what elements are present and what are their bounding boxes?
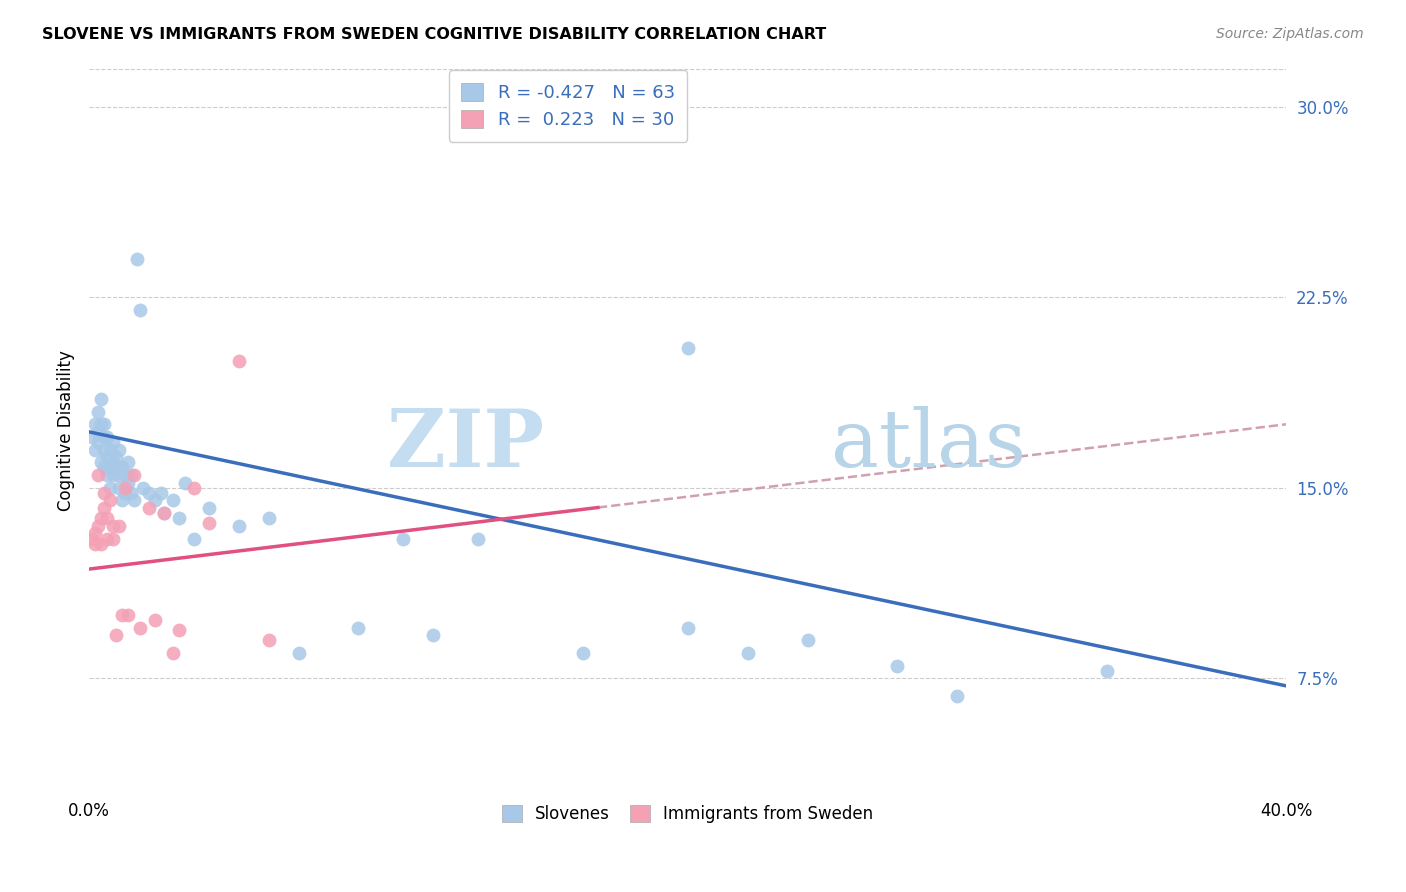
Point xyxy=(129,302,152,317)
Point xyxy=(90,511,112,525)
Point xyxy=(1095,664,1118,678)
Point xyxy=(422,628,444,642)
Point xyxy=(117,455,139,469)
Point xyxy=(101,468,124,483)
Point xyxy=(117,475,139,490)
Point xyxy=(167,623,190,637)
Point xyxy=(108,519,131,533)
Point xyxy=(676,341,699,355)
Point xyxy=(98,493,121,508)
Point xyxy=(101,532,124,546)
Point xyxy=(946,689,969,703)
Point xyxy=(796,633,818,648)
Point xyxy=(90,392,112,406)
Point xyxy=(87,425,110,439)
Point xyxy=(153,506,176,520)
Point xyxy=(347,620,370,634)
Point xyxy=(467,532,489,546)
Point xyxy=(117,607,139,622)
Point xyxy=(108,481,131,495)
Point xyxy=(122,468,145,483)
Point xyxy=(80,430,103,444)
Point xyxy=(149,486,172,500)
Point xyxy=(572,646,595,660)
Point xyxy=(114,486,136,500)
Point xyxy=(129,620,152,634)
Legend: Slovenes, Immigrants from Sweden: Slovenes, Immigrants from Sweden xyxy=(491,794,886,835)
Point xyxy=(105,628,128,642)
Point xyxy=(122,493,145,508)
Point xyxy=(105,460,128,475)
Point xyxy=(96,430,118,444)
Point xyxy=(96,511,118,525)
Point xyxy=(101,519,124,533)
Point xyxy=(183,532,205,546)
Point xyxy=(198,501,221,516)
Point xyxy=(93,417,115,432)
Point xyxy=(111,460,134,475)
Point xyxy=(167,511,190,525)
Point xyxy=(84,526,107,541)
Point xyxy=(120,486,142,500)
Point xyxy=(737,646,759,660)
Point xyxy=(90,536,112,550)
Point xyxy=(173,475,195,490)
Point xyxy=(80,532,103,546)
Point xyxy=(93,486,115,500)
Point xyxy=(162,493,184,508)
Y-axis label: Cognitive Disability: Cognitive Disability xyxy=(58,351,75,511)
Point xyxy=(886,658,908,673)
Point xyxy=(96,450,118,465)
Point xyxy=(90,455,112,469)
Point xyxy=(93,460,115,475)
Point xyxy=(108,442,131,457)
Point xyxy=(101,455,124,469)
Point xyxy=(162,646,184,660)
Point xyxy=(183,481,205,495)
Point xyxy=(392,532,415,546)
Text: SLOVENE VS IMMIGRANTS FROM SWEDEN COGNITIVE DISABILITY CORRELATION CHART: SLOVENE VS IMMIGRANTS FROM SWEDEN COGNIT… xyxy=(42,27,827,42)
Point xyxy=(111,493,134,508)
Point xyxy=(96,468,118,483)
Point xyxy=(120,468,142,483)
Point xyxy=(125,252,148,266)
Text: ZIP: ZIP xyxy=(387,406,544,484)
Point xyxy=(90,417,112,432)
Point xyxy=(143,613,166,627)
Point xyxy=(138,486,160,500)
Point xyxy=(257,633,280,648)
Point xyxy=(138,501,160,516)
Point xyxy=(87,519,110,533)
Point xyxy=(93,501,115,516)
Point xyxy=(98,442,121,457)
Point xyxy=(87,435,110,450)
Point xyxy=(96,532,118,546)
Text: atlas: atlas xyxy=(831,406,1026,484)
Point xyxy=(98,481,121,495)
Point xyxy=(87,468,110,483)
Point xyxy=(153,506,176,520)
Point xyxy=(114,481,136,495)
Point xyxy=(132,481,155,495)
Point xyxy=(84,417,107,432)
Point xyxy=(111,607,134,622)
Point xyxy=(114,468,136,483)
Point xyxy=(105,450,128,465)
Point xyxy=(84,536,107,550)
Point xyxy=(108,468,131,483)
Text: Source: ZipAtlas.com: Source: ZipAtlas.com xyxy=(1216,27,1364,41)
Point xyxy=(101,435,124,450)
Point xyxy=(87,404,110,418)
Point xyxy=(143,493,166,508)
Point xyxy=(228,519,250,533)
Point xyxy=(93,442,115,457)
Point xyxy=(93,430,115,444)
Point xyxy=(98,460,121,475)
Point xyxy=(228,353,250,368)
Point xyxy=(676,620,699,634)
Point xyxy=(84,442,107,457)
Point xyxy=(257,511,280,525)
Point xyxy=(287,646,309,660)
Point xyxy=(198,516,221,531)
